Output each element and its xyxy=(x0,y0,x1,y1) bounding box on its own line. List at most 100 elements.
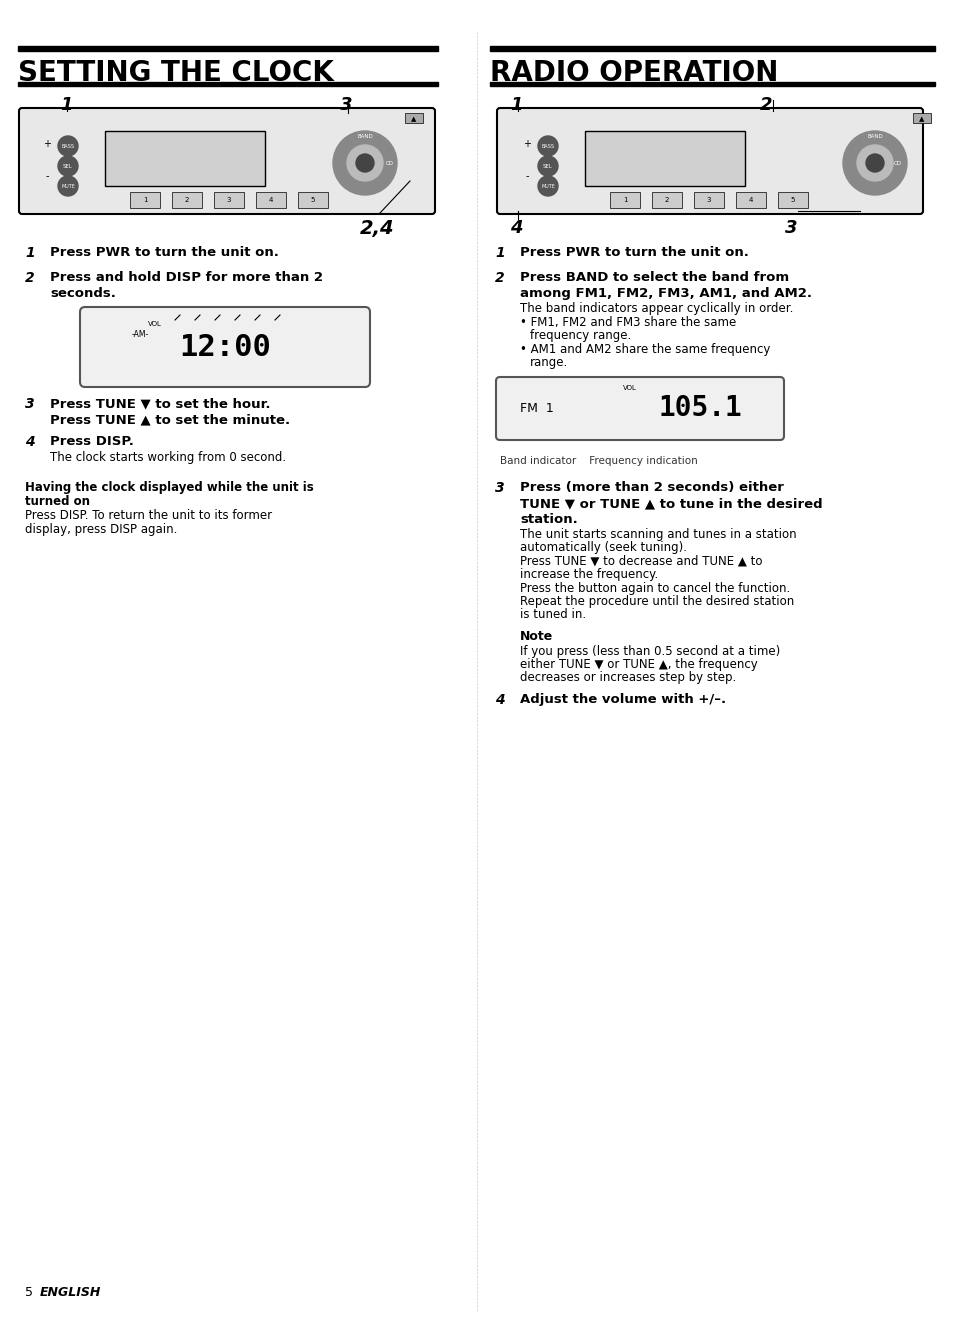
Text: CD: CD xyxy=(893,161,901,165)
Text: -: - xyxy=(45,172,49,181)
Text: 1: 1 xyxy=(60,97,72,114)
Circle shape xyxy=(865,154,883,172)
Text: • AM1 and AM2 share the same frequency: • AM1 and AM2 share the same frequency xyxy=(519,343,770,355)
Circle shape xyxy=(537,156,558,176)
Text: display, press DISP again.: display, press DISP again. xyxy=(25,523,177,536)
Text: Repeat the procedure until the desired station: Repeat the procedure until the desired s… xyxy=(519,595,794,607)
Bar xyxy=(172,192,202,208)
Text: 3: 3 xyxy=(784,219,797,237)
Text: VOL: VOL xyxy=(622,385,637,392)
Text: 2: 2 xyxy=(495,271,504,286)
Text: 2: 2 xyxy=(664,197,668,202)
Text: BASS: BASS xyxy=(61,143,74,149)
Text: The band indicators appear cyclically in order.: The band indicators appear cyclically in… xyxy=(519,302,793,315)
Text: ENGLISH: ENGLISH xyxy=(40,1286,101,1299)
Text: 1: 1 xyxy=(143,197,147,202)
Bar xyxy=(693,192,723,208)
Circle shape xyxy=(58,176,78,196)
Text: 1: 1 xyxy=(25,245,34,260)
Text: seconds.: seconds. xyxy=(50,287,115,300)
Bar xyxy=(405,113,422,123)
Text: Press DISP. To return the unit to its former: Press DISP. To return the unit to its fo… xyxy=(25,510,272,522)
FancyBboxPatch shape xyxy=(80,307,370,388)
Circle shape xyxy=(842,131,906,194)
Text: Band indicator    Frequency indication: Band indicator Frequency indication xyxy=(499,456,697,467)
Bar xyxy=(255,192,286,208)
Text: MUTE: MUTE xyxy=(61,184,75,189)
Bar xyxy=(105,131,265,186)
Text: 2,4: 2,4 xyxy=(359,219,395,237)
Text: decreases or increases step by step.: decreases or increases step by step. xyxy=(519,670,736,684)
Text: 3: 3 xyxy=(25,397,34,410)
Text: 12:00: 12:00 xyxy=(179,333,271,362)
Text: Press TUNE ▼ to set the hour.: Press TUNE ▼ to set the hour. xyxy=(50,397,271,410)
Text: SEL: SEL xyxy=(63,164,72,169)
Text: Press DISP.: Press DISP. xyxy=(50,434,133,448)
Text: 4: 4 xyxy=(269,197,273,202)
Text: station.: station. xyxy=(519,514,578,526)
Text: 1: 1 xyxy=(495,245,504,260)
Text: 5: 5 xyxy=(25,1286,33,1299)
Text: BASS: BASS xyxy=(541,143,554,149)
Bar xyxy=(735,192,765,208)
Text: -: - xyxy=(525,172,528,181)
Text: BAND: BAND xyxy=(866,134,882,138)
Bar xyxy=(584,131,744,186)
Text: Note: Note xyxy=(519,630,553,642)
Text: 5: 5 xyxy=(311,197,314,202)
Text: The clock starts working from 0 second.: The clock starts working from 0 second. xyxy=(50,451,286,464)
Text: 5: 5 xyxy=(790,197,795,202)
Bar xyxy=(778,192,807,208)
Text: either TUNE ▼ or TUNE ▲, the frequency: either TUNE ▼ or TUNE ▲, the frequency xyxy=(519,658,757,670)
Text: 3: 3 xyxy=(227,197,231,202)
Circle shape xyxy=(537,176,558,196)
Text: 1: 1 xyxy=(510,97,522,114)
Text: FM  1: FM 1 xyxy=(519,401,553,414)
Text: +: + xyxy=(522,139,531,149)
Text: among FM1, FM2, FM3, AM1, and AM2.: among FM1, FM2, FM3, AM1, and AM2. xyxy=(519,287,811,300)
Text: VOL: VOL xyxy=(148,320,162,327)
Bar xyxy=(490,82,934,86)
FancyBboxPatch shape xyxy=(497,109,923,215)
Bar xyxy=(213,192,244,208)
Text: increase the frequency.: increase the frequency. xyxy=(519,569,658,581)
FancyBboxPatch shape xyxy=(19,109,435,215)
Text: TUNE ▼ or TUNE ▲ to tune in the desired: TUNE ▼ or TUNE ▲ to tune in the desired xyxy=(519,498,821,510)
Text: Press TUNE ▲ to set the minute.: Press TUNE ▲ to set the minute. xyxy=(50,413,290,426)
Bar xyxy=(18,46,437,51)
Text: 3: 3 xyxy=(706,197,711,202)
Bar xyxy=(130,192,160,208)
Text: -AM-: -AM- xyxy=(132,330,149,338)
Text: automatically (seek tuning).: automatically (seek tuning). xyxy=(519,540,686,554)
Text: 105.1: 105.1 xyxy=(658,394,741,422)
Text: 4: 4 xyxy=(510,219,522,237)
Text: 2: 2 xyxy=(760,97,772,114)
Circle shape xyxy=(347,145,382,181)
Text: If you press (less than 0.5 second at a time): If you press (less than 0.5 second at a … xyxy=(519,645,780,658)
Circle shape xyxy=(355,154,374,172)
Text: SEL: SEL xyxy=(542,164,553,169)
Bar xyxy=(912,113,930,123)
Text: turned on: turned on xyxy=(25,495,90,508)
Text: 4: 4 xyxy=(495,693,504,707)
Text: Press and hold DISP for more than 2: Press and hold DISP for more than 2 xyxy=(50,271,323,284)
Circle shape xyxy=(58,135,78,156)
Text: 2: 2 xyxy=(185,197,189,202)
Text: Press PWR to turn the unit on.: Press PWR to turn the unit on. xyxy=(50,245,278,259)
Text: 1: 1 xyxy=(622,197,626,202)
Text: Press PWR to turn the unit on.: Press PWR to turn the unit on. xyxy=(519,245,748,259)
Text: 4: 4 xyxy=(748,197,753,202)
Text: • FM1, FM2 and FM3 share the same: • FM1, FM2 and FM3 share the same xyxy=(519,316,736,329)
Text: MUTE: MUTE xyxy=(540,184,555,189)
Text: range.: range. xyxy=(530,355,568,369)
Circle shape xyxy=(537,135,558,156)
Text: 2: 2 xyxy=(25,271,34,286)
Text: CD: CD xyxy=(386,161,394,165)
Text: Press TUNE ▼ to decrease and TUNE ▲ to: Press TUNE ▼ to decrease and TUNE ▲ to xyxy=(519,555,761,569)
Circle shape xyxy=(856,145,892,181)
Text: 3: 3 xyxy=(495,481,504,495)
Text: Press (more than 2 seconds) either: Press (more than 2 seconds) either xyxy=(519,481,783,493)
Text: frequency range.: frequency range. xyxy=(530,329,631,342)
Text: Adjust the volume with +/–.: Adjust the volume with +/–. xyxy=(519,693,725,705)
Text: ▲: ▲ xyxy=(411,117,416,122)
